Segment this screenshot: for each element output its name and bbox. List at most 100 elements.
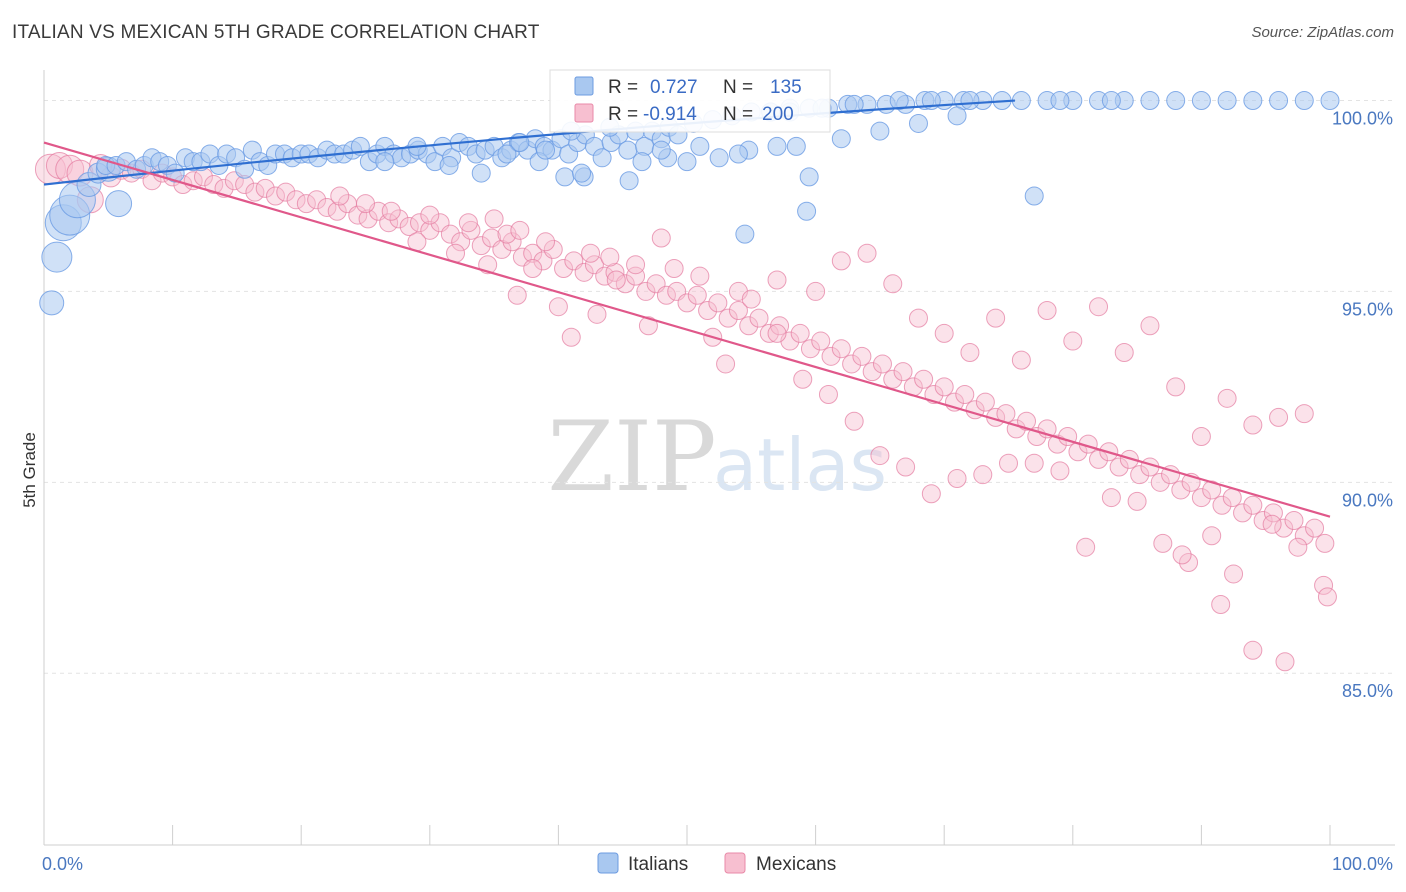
trend-lines — [43, 99, 1331, 518]
r-value: 0.727 — [650, 77, 698, 98]
mexicans-point — [626, 255, 646, 275]
mexicans-point — [1127, 491, 1147, 511]
x-tick-label: 0.0% — [42, 854, 83, 874]
mexicans-point — [947, 468, 967, 488]
mexicans-point — [471, 236, 491, 256]
mexicans-point — [749, 308, 769, 328]
mexicans-point — [664, 259, 684, 279]
italians-point — [375, 152, 395, 172]
stats-legend-box — [549, 69, 831, 133]
italians-point — [1191, 91, 1211, 111]
mexicans-point — [728, 301, 748, 321]
italians-point — [1166, 91, 1186, 111]
mexicans-point — [1179, 552, 1199, 572]
mexicans-point — [1294, 404, 1314, 424]
italians-point — [870, 121, 890, 141]
legend-mexicans-swatch — [724, 852, 746, 874]
mexicans-point — [844, 411, 864, 431]
n-value: 135 — [770, 77, 802, 98]
mexicans-point — [389, 209, 409, 229]
mexicans-point — [204, 175, 224, 195]
mexicans-trend-line — [43, 141, 1331, 518]
mexicans-point — [1191, 427, 1211, 447]
mexicans-point — [811, 331, 831, 351]
mexicans-point — [265, 186, 285, 206]
italians-point — [947, 106, 967, 126]
italians-point — [889, 91, 909, 111]
mexicans-point — [1212, 495, 1232, 515]
italians-point — [831, 129, 851, 149]
mexicans-point — [595, 266, 615, 286]
italians-point — [536, 140, 556, 160]
mexicans-point — [690, 266, 710, 286]
mexicans-point — [1243, 495, 1263, 515]
mexicans-point — [606, 270, 626, 290]
mexicans-point — [955, 385, 975, 405]
italians-point — [735, 224, 755, 244]
mexicans-point — [461, 220, 481, 240]
mexicans-point — [1114, 343, 1134, 363]
mexicans-point — [1153, 533, 1173, 553]
mexicans-point — [1050, 461, 1070, 481]
mexicans-point — [327, 201, 347, 221]
mexicans-point — [523, 243, 543, 263]
italians-point — [786, 136, 806, 156]
mexicans-point — [852, 346, 872, 366]
mexicans-point — [921, 484, 941, 504]
mexicans-point — [440, 224, 460, 244]
y-axis-label: 5th Grade — [20, 432, 39, 508]
mexicans-point — [1224, 564, 1244, 584]
watermark: ZIP atlas — [547, 401, 887, 513]
italians-point — [690, 136, 710, 156]
italians-point — [105, 190, 133, 218]
mexicans-point — [543, 239, 563, 259]
mexicans-point — [1288, 537, 1308, 557]
mexicans-point — [862, 362, 882, 382]
y-tick-label: 100.0% — [1332, 109, 1393, 129]
mexicans-point — [718, 308, 738, 328]
italians-point — [1320, 91, 1340, 111]
mexicans-point — [1109, 457, 1129, 477]
mexicans-point — [708, 293, 728, 313]
mexicans-point — [1305, 518, 1325, 538]
mexicans-point — [999, 453, 1018, 473]
italians-point — [709, 148, 729, 168]
mexicans-swatch — [574, 103, 594, 123]
mexicans-point — [420, 220, 440, 240]
mexicans-point — [1243, 640, 1263, 660]
mexicans-point — [574, 262, 594, 282]
mexicans-point — [1211, 594, 1231, 614]
x-tick-label: 100.0% — [1332, 854, 1393, 874]
italians-point — [1101, 91, 1121, 111]
mexicans-point — [554, 259, 574, 279]
y-tick-label: 85.0% — [1342, 681, 1393, 701]
bottom-legend: Italians Mexicans — [597, 852, 836, 875]
stats-row-mexicans: R = -0.914 N = 200 — [574, 103, 794, 125]
mexicans-point — [1089, 297, 1109, 317]
mexicans-point — [484, 209, 504, 229]
italians-point — [619, 171, 639, 191]
mexicans-point — [759, 323, 779, 343]
mexicans-point — [831, 251, 851, 271]
mexicans-point — [790, 323, 810, 343]
n-label: N = — [723, 104, 753, 125]
italians-point — [844, 94, 864, 114]
mexicans-point — [1202, 480, 1222, 500]
mexicans-point — [458, 213, 478, 233]
mexicans-point — [296, 194, 316, 214]
mexicans-point — [870, 446, 890, 466]
mexicans-point — [1017, 411, 1037, 431]
mexicans-point — [831, 339, 851, 359]
mexicans-point — [587, 304, 607, 324]
mexicans-point — [767, 323, 787, 343]
mexicans-point — [626, 266, 646, 286]
mexicans-point — [1130, 465, 1150, 485]
n-value: 200 — [762, 104, 794, 125]
mexicans-point — [286, 190, 306, 210]
mexicans-point — [420, 205, 440, 225]
mexicans-point — [908, 308, 928, 328]
italians-point — [497, 144, 517, 164]
mexicans-point — [842, 354, 862, 374]
mexicans-point — [1166, 377, 1186, 397]
